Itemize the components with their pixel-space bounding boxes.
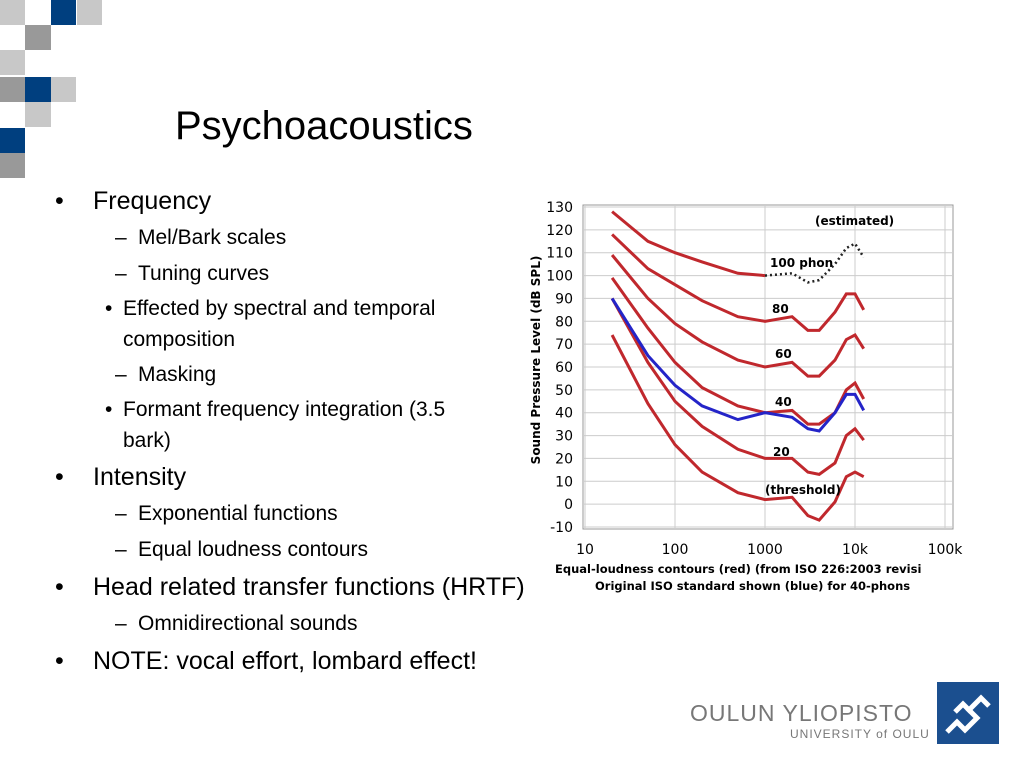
logo-mark <box>937 682 999 744</box>
x-tick-label: 100 <box>662 542 689 558</box>
series-label: 80 <box>772 302 789 316</box>
caption: Equal-loudness contours (red) (from ISO … <box>555 562 921 576</box>
bullet-item: Intensity <box>55 460 535 494</box>
bullet-item: Formant frequency integration (3.5 bark) <box>100 394 463 456</box>
series-line <box>611 233 866 332</box>
bullet-item: Frequency <box>55 184 535 218</box>
logo-subtitle: UNIVERSITY of OULU <box>790 727 930 741</box>
series-line <box>610 334 865 522</box>
x-tick-label: 10 <box>576 542 594 558</box>
bullet-item: Masking <box>93 358 535 391</box>
y-tick-label: 80 <box>555 314 573 330</box>
bullet-item: Effected by spectral and temporal compos… <box>100 293 463 355</box>
logo-name: OULUN YLIOPISTO <box>690 700 913 726</box>
y-tick-label: 100 <box>546 269 573 285</box>
x-tick-label: 100k <box>928 542 964 558</box>
series-label: (estimated) <box>815 214 894 228</box>
series-line <box>610 254 865 378</box>
y-tick-label: 120 <box>546 223 573 239</box>
bullet-item: Tuning curves <box>93 257 535 290</box>
y-tick-label: 70 <box>555 337 573 353</box>
series-label: 40 <box>775 395 792 409</box>
bullet-item: Head related transfer functions (HRTF) <box>55 570 535 604</box>
y-tick-label: -10 <box>550 520 573 536</box>
y-tick-label: 0 <box>564 497 573 513</box>
y-tick-label: 20 <box>555 451 573 467</box>
bullet-item: Omnidirectional sounds <box>93 607 535 640</box>
y-tick-label: 60 <box>555 360 573 376</box>
x-tick-label: 1000 <box>747 542 783 558</box>
y-tick-label: 10 <box>555 474 573 490</box>
series-line <box>611 210 766 278</box>
series-line <box>764 241 865 284</box>
plot-area <box>582 204 954 530</box>
y-tick-label: 130 <box>546 200 573 216</box>
bullet-item: Equal loudness contours <box>93 533 535 566</box>
bullet-list: FrequencyMel/Bark scalesTuning curvesEff… <box>55 180 535 678</box>
y-tick-label: 40 <box>555 406 573 422</box>
caption: Original ISO standard shown (blue) for 4… <box>595 579 910 593</box>
x-tick-label: 10k <box>842 542 869 558</box>
y-tick-label: 90 <box>555 291 573 307</box>
bullet-item: NOTE: vocal effort, lombard effect! <box>55 644 535 678</box>
bullet-item: Mel/Bark scales <box>93 221 535 254</box>
y-tick-label: 30 <box>555 429 573 445</box>
series-line <box>610 297 866 433</box>
slide-title: Psychoacoustics <box>175 104 473 148</box>
series-label: 100 phon <box>770 256 833 270</box>
series-label: 60 <box>775 347 792 361</box>
y-tick-label: 50 <box>555 383 573 399</box>
decoration <box>0 0 102 178</box>
series-label: 20 <box>773 445 790 459</box>
series-label: (threshold) <box>765 483 841 497</box>
bullet-item: Exponential functions <box>93 497 535 530</box>
series-line <box>610 297 865 477</box>
series-line <box>610 277 866 426</box>
y-tick-label: 110 <box>546 246 573 262</box>
